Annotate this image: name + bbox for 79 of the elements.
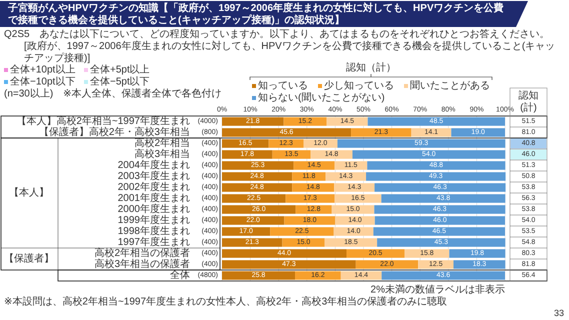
bar <box>222 216 284 225</box>
bar <box>449 249 506 258</box>
bar <box>381 194 506 203</box>
legend-label: 少し知っている <box>324 80 394 92</box>
bar <box>326 172 366 181</box>
bar <box>222 117 284 126</box>
text: 2%未満の数値ラベルは非表示 <box>370 284 505 296</box>
bar <box>356 260 418 269</box>
bar <box>373 227 505 236</box>
text: ※本設問は、高校2年相当~1997年度生まれの女性本人、高校2年・高校3年相当の保護者のみに聴取 <box>4 296 448 308</box>
text: [政府が、1997～2006年度生まれの女性に対しても、HPVワクチンを公費で接種できる機会を提供していること(キャッチアップ接種)] <box>24 40 556 64</box>
chart-subtitle: Q2S5 あなたは以下について、どの程度知っていますか。以下より、あてはまるものをそれぞれひとつお答えください。 <box>4 28 550 40</box>
bar <box>222 172 292 181</box>
bar <box>326 117 368 126</box>
bar <box>335 216 375 225</box>
bar <box>284 117 327 126</box>
bar <box>368 117 505 126</box>
bar <box>304 139 338 148</box>
bar <box>222 249 347 258</box>
bar <box>332 205 374 214</box>
bar <box>352 150 506 159</box>
bar <box>377 238 506 247</box>
text: 全体−10pt以下 <box>10 76 76 88</box>
bar <box>222 139 269 148</box>
text: 全体−5pt以下 <box>90 76 150 88</box>
bar <box>222 183 292 192</box>
bar <box>451 128 505 137</box>
bar <box>351 128 412 137</box>
bar <box>222 150 272 159</box>
bar <box>282 238 325 247</box>
bar <box>453 260 506 269</box>
text: 【本人】 <box>9 186 49 198</box>
bar <box>334 183 375 192</box>
bar <box>334 161 368 170</box>
chart-title: 子宮頸がんやHPVワクチンの知識【「政府が、1997～2006年度生まれの女性に対しても、HPVワクチンを公費で接種できる機会を提供していること(キャッチアップ接種)」の認知状況】 <box>7 2 504 26</box>
bar <box>337 139 506 148</box>
text: 【保護者】 <box>4 252 54 264</box>
bar <box>222 238 282 247</box>
bar <box>222 161 294 170</box>
text: 33 <box>554 308 564 318</box>
text: 全体+10pt以上 <box>10 64 76 76</box>
bar <box>222 128 352 137</box>
bar <box>334 227 374 236</box>
legend-label: 知らない(聞いたことがない) <box>258 92 385 104</box>
bar <box>222 260 356 269</box>
bar <box>284 216 336 225</box>
text: 全体+5pt以上 <box>90 64 150 76</box>
bar <box>286 194 335 203</box>
bar <box>294 161 335 170</box>
bar <box>340 271 382 280</box>
bar <box>324 238 378 247</box>
bar <box>270 227 334 236</box>
text: 認知（計） <box>346 62 396 74</box>
bar <box>222 227 270 236</box>
bar <box>296 205 332 214</box>
bar <box>418 260 454 269</box>
bar <box>374 205 506 214</box>
text: 認知(計) <box>518 90 538 114</box>
bar <box>295 271 341 280</box>
legend-label: 知っている <box>258 80 308 92</box>
bar <box>272 150 311 159</box>
bar <box>222 194 286 203</box>
legend-label: 聞いたことがある <box>410 80 490 92</box>
bar <box>310 150 352 159</box>
bar <box>346 249 405 258</box>
bar <box>292 172 326 181</box>
bar <box>292 183 334 192</box>
bar <box>366 172 506 181</box>
bar <box>382 271 505 280</box>
text: (n=30以上) ※本人全体、保護者全体で各色付け <box>4 88 222 100</box>
bar <box>374 216 505 225</box>
bar <box>411 128 452 137</box>
bar <box>367 161 506 170</box>
bar <box>222 205 296 214</box>
bar <box>222 271 296 280</box>
bar <box>374 183 506 192</box>
bar <box>268 139 304 148</box>
bar <box>404 249 450 258</box>
bar <box>334 194 382 203</box>
